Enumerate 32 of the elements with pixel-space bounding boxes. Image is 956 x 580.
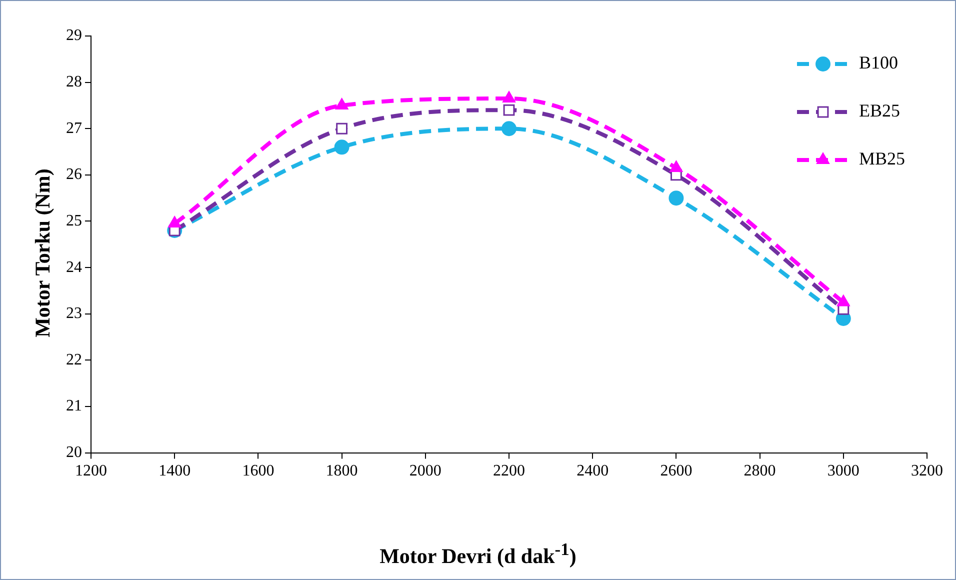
- x-tick-label: 3200: [911, 462, 943, 480]
- x-tick-label: 2000: [409, 462, 442, 480]
- point: [502, 91, 516, 103]
- x-tick-label: 2600: [660, 462, 692, 480]
- x-tick-label: 1600: [242, 462, 274, 480]
- x-tick-label: 2200: [493, 462, 525, 480]
- point: [334, 140, 350, 155]
- point: [502, 121, 516, 136]
- y-tick-label: 24: [66, 258, 82, 276]
- y-axis-title: Motor Torku (Nm): [30, 168, 56, 338]
- x-tick-label: 2800: [744, 462, 776, 480]
- y-tick-label: 22: [66, 351, 82, 368]
- y-tick-label: 21: [66, 398, 82, 415]
- y-tick-label: 20: [66, 444, 82, 462]
- x-tick-label: 1400: [158, 462, 191, 480]
- legend-label: B100: [859, 52, 898, 73]
- legend-label: EB25: [859, 100, 900, 121]
- x-tick-label: 2400: [576, 462, 609, 480]
- y-tick-label: 27: [66, 120, 82, 137]
- point: [503, 104, 515, 116]
- x-tick-label: 1800: [326, 462, 358, 480]
- legend-label: MB25: [859, 148, 906, 169]
- x-tick-label: 3000: [827, 462, 860, 480]
- y-tick-label: 23: [66, 305, 82, 322]
- y-tick-label: 29: [66, 27, 82, 44]
- y-tick-label: 25: [66, 212, 82, 230]
- point: [668, 190, 684, 206]
- x-tick-label: 1200: [75, 462, 107, 480]
- point: [336, 122, 348, 134]
- x-axis-title: Motor Devri (d dak$^{-1}$): [378, 539, 578, 569]
- y-tick-label: 28: [66, 74, 82, 91]
- y-tick-label: 26: [66, 166, 82, 184]
